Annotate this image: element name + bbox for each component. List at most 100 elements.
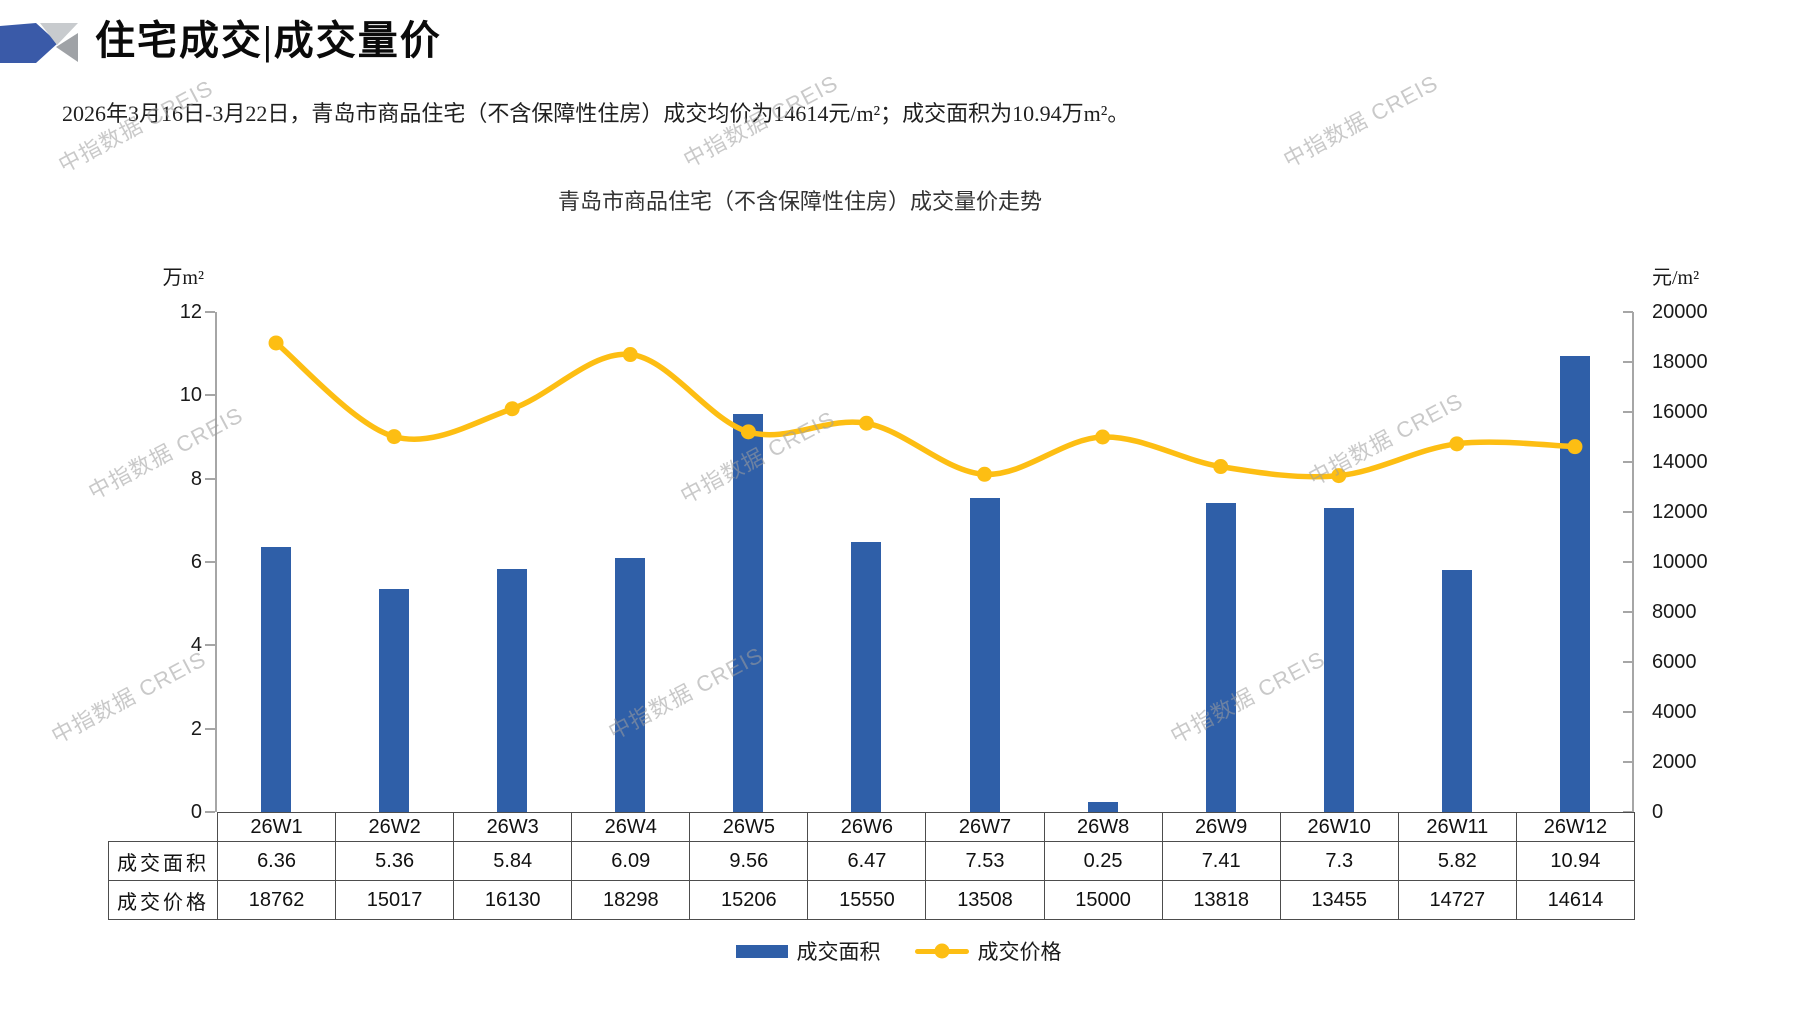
left-axis-tick-label: 6	[190, 551, 202, 573]
price-point-26W4	[622, 347, 638, 363]
price-point-26W8	[1095, 429, 1111, 445]
table-cell-成交面积-26W12: 10.94	[1515, 841, 1635, 881]
table-header-26W4: 26W4	[571, 812, 691, 842]
left-axis-tick	[205, 727, 215, 730]
bar-26W1	[261, 547, 292, 812]
chart-title: 青岛市商品住宅（不含保障性住房）成交量价走势	[557, 189, 1042, 214]
table-header-26W10: 26W10	[1279, 812, 1399, 842]
bar-26W3	[497, 568, 528, 812]
price-legend-line-icon	[914, 943, 969, 959]
bar-26W12	[1559, 356, 1590, 812]
table-cell-成交价格-26W2: 15017	[335, 880, 455, 920]
watermark: 中指数据 CREIS	[1304, 388, 1468, 491]
table-header-26W2: 26W2	[335, 812, 455, 842]
right-axis-tick	[1623, 661, 1633, 663]
right-axis-tick	[1623, 411, 1633, 413]
bar-26W6	[851, 542, 882, 812]
table-header-26W12: 26W12	[1515, 812, 1635, 842]
table-cell-成交面积-26W2: 5.36	[335, 841, 455, 881]
right-axis-tick-label: 20000	[1652, 301, 1708, 323]
price-point-26W9	[1213, 459, 1229, 475]
table-cell-成交价格-26W7: 13508	[925, 880, 1045, 920]
legend-item-price: 成交价格	[914, 936, 1062, 966]
right-axis-tick	[1623, 711, 1633, 713]
table-corner-cell	[109, 813, 218, 842]
right-axis-tick	[1623, 511, 1633, 513]
table-cell-成交价格-26W3: 16130	[453, 880, 573, 920]
table-cell-成交价格-26W8: 15000	[1043, 880, 1163, 920]
table-cell-成交价格-26W4: 18298	[571, 880, 691, 920]
left-axis-tick-label: 4	[190, 634, 202, 657]
left-axis-tick	[205, 811, 215, 813]
table-cell-成交面积-26W8: 0.25	[1043, 841, 1163, 881]
table-cell-成交面积-26W7: 7.53	[925, 841, 1045, 881]
right-axis-tick	[1623, 611, 1633, 613]
table-cell-成交价格-26W11: 14727	[1397, 880, 1517, 920]
chart-legend: 成交面积 成交价格	[0, 936, 1797, 966]
left-axis-tick-label: 10	[179, 384, 202, 407]
bar-26W7	[969, 498, 1000, 812]
table-cell-成交面积-26W3: 5.84	[453, 841, 573, 881]
table-cell-成交价格-26W10: 13455	[1279, 880, 1399, 920]
left-axis-tick-label: 12	[179, 301, 202, 323]
right-axis-tick-label: 0	[1652, 801, 1664, 823]
table-row: 成交价格 18762 15017 16130 18298 15206 15550 13508 1…	[108, 880, 1635, 920]
bar-26W10	[1323, 507, 1354, 812]
right-axis-line	[1632, 312, 1634, 812]
area-legend-swatch-icon	[735, 944, 788, 958]
right-axis-tick	[1623, 311, 1633, 313]
logo-lightgray-shape	[40, 23, 78, 45]
right-axis-tick	[1623, 361, 1633, 363]
price-legend-dot-icon	[934, 943, 949, 959]
table-header-26W5: 26W5	[689, 812, 809, 842]
left-axis-tick-label: 8	[190, 467, 202, 490]
right-axis-tick	[1623, 561, 1633, 563]
area-legend-label: 成交面积	[796, 940, 881, 964]
table-header-26W7: 26W7	[925, 812, 1045, 842]
price-point-26W3	[504, 401, 520, 417]
price-point-26W11	[1449, 436, 1465, 452]
table-header-26W9: 26W9	[1161, 812, 1281, 842]
table-header-26W6: 26W6	[807, 812, 927, 842]
table-cell-成交面积-26W5: 9.56	[689, 841, 809, 881]
table-cell-成交面积-26W1: 6.36	[216, 841, 337, 881]
table-cell-成交价格-26W12: 14614	[1515, 880, 1635, 920]
right-axis-tick-label: 4000	[1652, 701, 1697, 723]
bar-26W11	[1441, 569, 1472, 812]
table-header-26W11: 26W11	[1397, 812, 1517, 842]
table-header-26W1: 26W1	[216, 812, 337, 842]
right-axis-tick-label: 6000	[1652, 651, 1697, 673]
data-table: 26W1 26W2 26W3 26W4 26W5 26W6 26W7 26W8 26W9 26W1…	[108, 812, 1635, 920]
right-axis-tick-label: 2000	[1652, 751, 1697, 773]
table-cell-成交面积-26W10: 7.3	[1279, 841, 1399, 881]
right-axis-tick-label: 8000	[1652, 601, 1697, 623]
bar-26W2	[379, 588, 410, 812]
left-axis-tick-label: 2	[190, 717, 202, 740]
section-marker-icon	[0, 23, 78, 63]
left-axis-unit-label: 万m²	[162, 267, 204, 289]
table-cell-成交价格-26W6: 15550	[807, 880, 927, 920]
left-axis-tick	[205, 311, 215, 313]
table-cell-成交面积-26W6: 6.47	[807, 841, 927, 881]
right-axis-tick-label: 10000	[1652, 551, 1708, 573]
left-axis-tick	[205, 477, 215, 480]
right-axis-unit-label: 元/m²	[1652, 267, 1700, 289]
watermark: 中指数据 CREIS	[1166, 646, 1330, 749]
price-point-26W7	[977, 466, 993, 482]
table-header-26W3: 26W3	[453, 812, 573, 842]
bar-26W4	[615, 558, 646, 812]
bar-26W5	[733, 413, 764, 812]
watermark: 中指数据 CREIS	[1279, 70, 1443, 173]
table-row-label: 成交面积	[108, 841, 218, 881]
left-axis-tick	[205, 644, 215, 647]
table-cell-成交面积-26W4: 6.09	[571, 841, 691, 881]
left-axis-tick	[205, 394, 215, 397]
right-axis-tick-label: 12000	[1652, 501, 1708, 523]
table-cell-成交价格-26W1: 18762	[216, 880, 337, 920]
price-legend-label: 成交价格	[977, 940, 1062, 964]
table-cell-成交面积-26W11: 5.82	[1397, 841, 1517, 881]
price-point-26W6	[858, 415, 874, 431]
table-cell-成交价格-26W9: 13818	[1161, 880, 1281, 920]
left-axis-line	[215, 312, 217, 812]
bar-26W9	[1205, 503, 1236, 812]
